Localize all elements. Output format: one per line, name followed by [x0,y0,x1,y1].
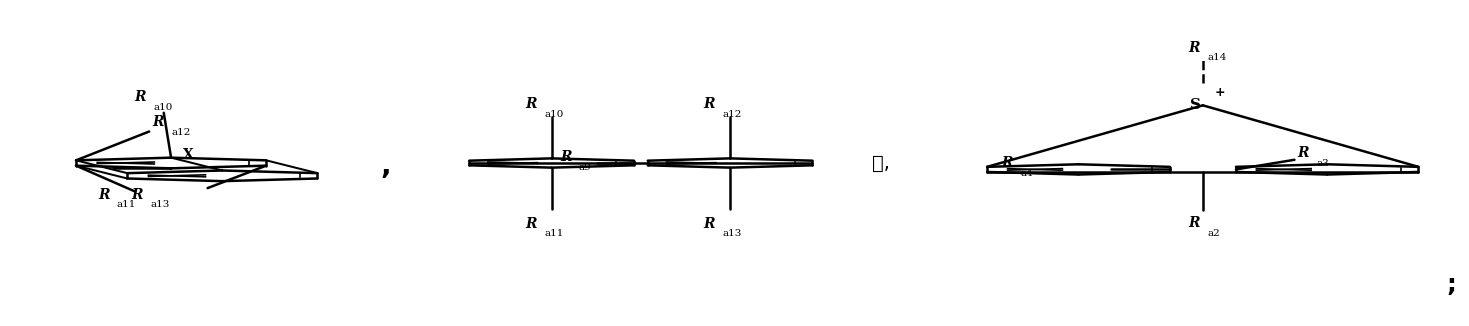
Text: R: R [153,115,163,129]
Text: S: S [1190,98,1202,112]
Text: a13: a13 [723,230,742,238]
Text: R: R [704,217,715,231]
Text: 或,: 或, [873,154,890,172]
Text: X: X [184,148,194,162]
Text: a11: a11 [118,200,137,209]
Text: a13: a13 [151,200,170,209]
Text: R: R [704,97,715,111]
Text: +: + [1215,86,1225,99]
Text: R: R [561,150,573,164]
Text: R: R [526,97,536,111]
Text: ,: , [380,152,392,180]
Text: ;: ; [1447,273,1457,297]
Text: R: R [98,187,109,201]
Text: a3: a3 [1316,159,1329,168]
Text: R: R [1297,146,1309,160]
Text: a14: a14 [1208,53,1227,62]
Text: R: R [1188,41,1200,55]
Text: a12: a12 [723,110,742,119]
Text: R: R [526,217,536,231]
Text: a10: a10 [154,103,173,111]
Text: a9: a9 [579,163,591,172]
Text: R: R [135,90,145,104]
Text: a12: a12 [172,128,191,137]
Text: R: R [1188,216,1200,230]
Text: a11: a11 [544,230,564,238]
Text: a2: a2 [1208,229,1219,238]
Text: R: R [132,187,142,201]
Text: a4: a4 [1021,169,1033,178]
Text: a10: a10 [544,110,564,119]
Text: R: R [1002,156,1012,170]
